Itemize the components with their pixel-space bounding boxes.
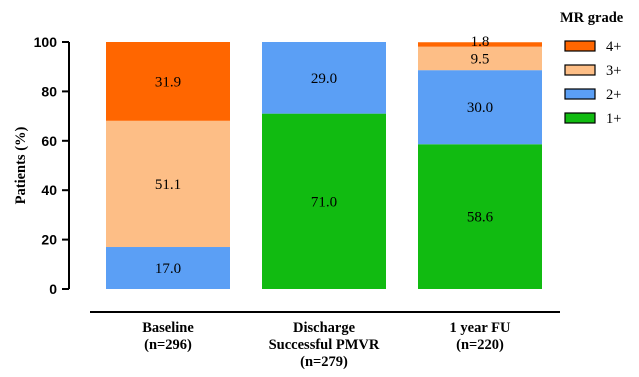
data-labels-layer: 17.0 51.1 31.9 71.0 29.0 58.6 30.0 9.51.8 [155,34,494,277]
y-tick-label: 80 [41,83,57,99]
bar-segment [418,42,542,47]
x-category-label: 1 year FU [450,320,511,336]
axis-layer: 0 20 40 60 80 100 Patients (%) Baseline(n=296) D… [13,34,560,370]
y-tick-label: 60 [41,133,57,149]
x-category-label: (n=220) [456,337,504,353]
bar-segment [262,42,386,114]
legend-swatch [564,64,596,76]
bar-segment [418,70,542,145]
legend-label: 3+ [606,63,621,79]
x-category-label: Discharge [293,320,356,336]
y-axis-title: Patients (%) [13,126,29,204]
data-label: 58.6 [467,210,494,226]
bar-segment [418,46,542,71]
data-label: 17.0 [155,261,181,277]
data-label: 30.0 [467,100,493,116]
data-label: 51.1 [155,177,181,193]
bar-segment [262,113,386,289]
data-label: 29.0 [311,71,337,87]
data-label: 31.9 [155,74,181,90]
bar-segment [106,42,230,121]
legend-label: 2+ [606,87,621,103]
y-tick-label: 0 [49,281,57,297]
legend-swatch [564,112,596,124]
x-category-label: Baseline [142,320,194,336]
x-category-label: (n=279) [300,354,348,370]
y-tick-label: 100 [34,34,58,50]
legend-swatch [564,40,596,52]
data-label: 71.0 [311,194,337,210]
data-label: 1.8 [471,34,490,50]
x-category-label: (n=296) [144,337,192,353]
y-tick-label: 20 [41,232,57,248]
bar-segment [106,120,230,248]
y-tick-label: 40 [41,182,57,198]
data-label: 9.5 [471,51,490,67]
x-category-label: Successful PMVR [269,337,380,353]
legend-label: 4+ [606,39,621,55]
legend-label: 1+ [606,111,621,127]
bar-segment [418,144,542,289]
legend-swatch [564,88,596,100]
legend: MR grade 4+ 3+ 2+ 1+ [560,10,624,127]
legend-title: MR grade [560,10,624,26]
bars-layer [106,42,542,289]
bar-segment [106,247,230,289]
